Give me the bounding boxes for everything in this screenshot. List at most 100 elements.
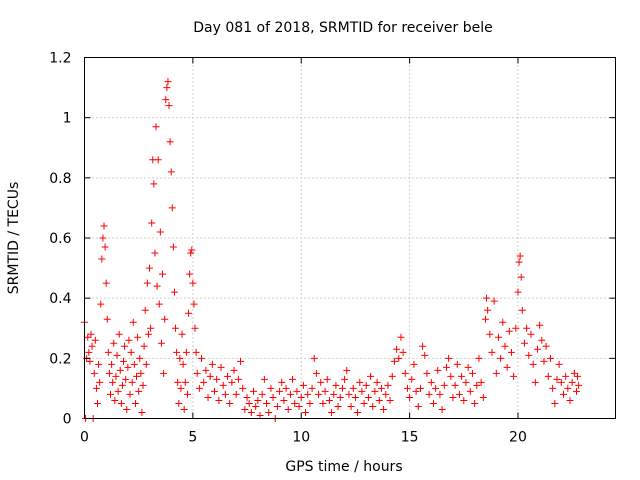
y-axis-title: SRMTID / TECUs <box>6 182 22 295</box>
data-point <box>243 393 251 401</box>
data-point <box>293 387 301 395</box>
data-point <box>99 234 107 242</box>
data-point <box>195 384 203 392</box>
data-point <box>278 378 286 386</box>
data-point <box>330 390 338 398</box>
data-point <box>173 348 181 356</box>
data-point <box>481 315 489 323</box>
data-point <box>453 360 461 368</box>
data-point <box>291 399 299 407</box>
data-point <box>193 369 201 377</box>
data-point <box>559 390 567 398</box>
data-point <box>174 378 182 386</box>
data-point <box>160 369 168 377</box>
data-point <box>90 369 98 377</box>
data-point <box>421 351 429 359</box>
data-point <box>503 363 511 371</box>
data-point <box>108 360 116 368</box>
data-point <box>188 246 196 254</box>
data-point <box>129 318 137 326</box>
y-tick-label: 0.6 <box>49 231 71 247</box>
data-point <box>191 324 199 332</box>
data-point <box>161 315 169 323</box>
data-point <box>182 348 190 356</box>
data-point <box>399 348 407 356</box>
data-point <box>546 354 554 362</box>
data-point <box>295 402 303 410</box>
data-point <box>517 273 525 281</box>
data-point <box>202 366 210 374</box>
data-point <box>323 375 331 383</box>
data-point <box>349 384 357 392</box>
data-point <box>204 393 212 401</box>
data-point <box>531 378 539 386</box>
data-point <box>110 339 118 347</box>
data-point <box>362 381 370 389</box>
data-point <box>354 408 362 416</box>
data-point <box>423 369 431 377</box>
data-point <box>165 102 173 110</box>
data-point <box>286 390 294 398</box>
data-point <box>166 138 174 146</box>
data-point <box>192 348 200 356</box>
data-point <box>572 387 580 395</box>
data-point <box>102 279 110 287</box>
data-point <box>507 348 515 356</box>
data-point <box>219 381 227 389</box>
data-point <box>92 384 100 392</box>
data-point <box>562 372 570 380</box>
data-point <box>551 399 559 407</box>
chart-title: Day 081 of 2018, SRMTID for receiver bel… <box>193 20 492 36</box>
x-axis-title: GPS time / hours <box>285 459 402 475</box>
x-tick-label: 20 <box>509 430 527 446</box>
data-point <box>306 399 314 407</box>
data-point <box>179 360 187 368</box>
data-point <box>388 372 396 380</box>
x-tick-label: 5 <box>188 430 197 446</box>
data-point <box>315 390 323 398</box>
x-tick-label: 15 <box>401 430 419 446</box>
data-point <box>434 366 442 374</box>
data-point <box>101 243 109 251</box>
data-point <box>198 354 206 362</box>
data-point <box>564 384 572 392</box>
data-point <box>570 369 578 377</box>
data-point <box>336 393 344 401</box>
data-point <box>375 396 383 404</box>
data-point <box>180 405 188 413</box>
data-point <box>351 393 359 401</box>
data-point <box>133 372 141 380</box>
data-point <box>139 381 147 389</box>
data-point <box>151 249 159 257</box>
data-point <box>167 168 175 176</box>
data-point <box>156 228 164 236</box>
grid <box>84 57 616 419</box>
data-point <box>221 390 229 398</box>
data-point <box>215 396 223 404</box>
data-point <box>432 384 440 392</box>
data-point <box>557 378 565 386</box>
data-point <box>371 387 379 395</box>
data-point <box>490 297 498 305</box>
data-point <box>544 372 552 380</box>
data-point <box>479 393 487 401</box>
y-tick-label: 0 <box>63 412 72 428</box>
data-point <box>94 399 102 407</box>
data-point <box>172 324 180 332</box>
data-point <box>190 300 198 308</box>
data-point <box>475 354 483 362</box>
data-point <box>527 330 535 338</box>
data-point <box>341 375 349 383</box>
data-point <box>142 360 150 368</box>
data-point <box>104 348 112 356</box>
data-point <box>169 243 177 251</box>
data-point <box>369 402 377 410</box>
data-point <box>157 339 165 347</box>
data-point <box>118 381 126 389</box>
data-point <box>377 384 385 392</box>
data-point <box>128 378 136 386</box>
data-point <box>486 330 494 338</box>
data-point <box>276 387 284 395</box>
